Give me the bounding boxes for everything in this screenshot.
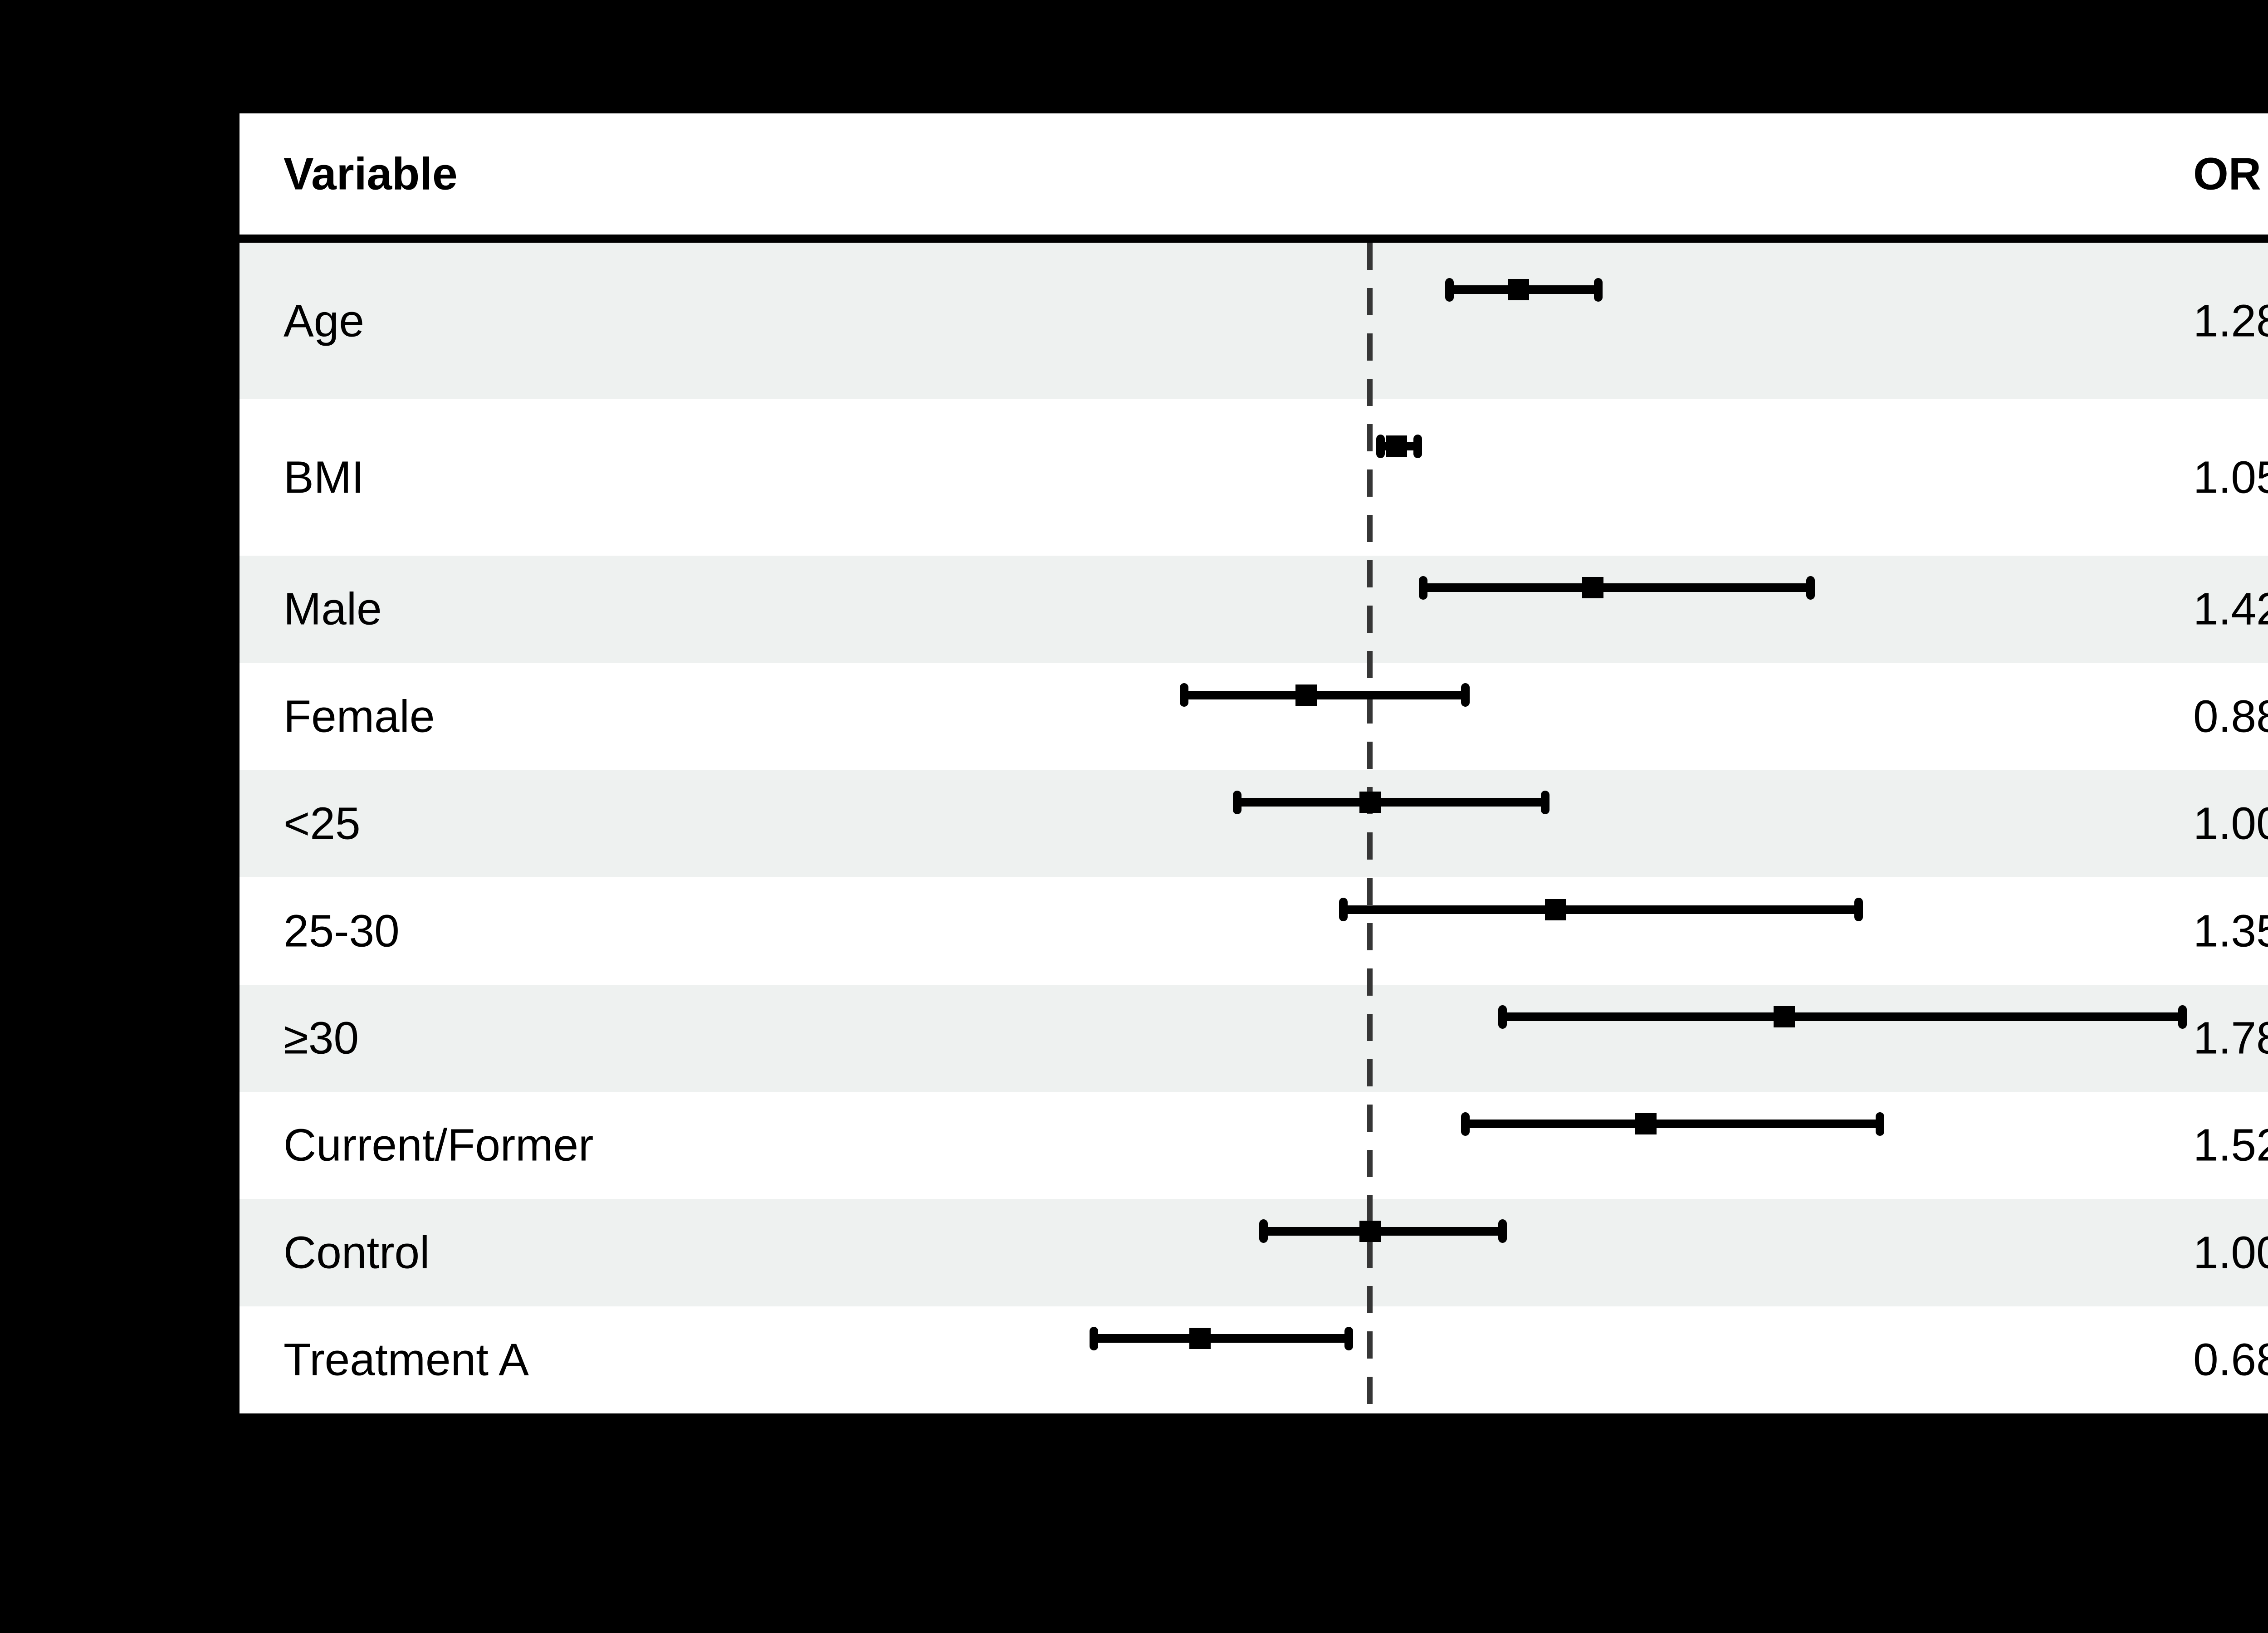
row-or-ci-value: 1.52 (1.18-1.96) xyxy=(2193,1120,2268,1171)
point-estimate-marker xyxy=(1189,1328,1211,1349)
table-row: <25 1.00 (0.75-1.33) 1.000 320 xyxy=(240,770,2268,877)
ci-lower-cap xyxy=(1232,790,1242,814)
table-body: Age 1.28 (1.15-1.43) 0.001 850 BMI 1.05 … xyxy=(240,243,2268,1413)
ci-upper-cap xyxy=(1875,1112,1884,1136)
row-label: Control xyxy=(284,1227,430,1278)
point-estimate-marker xyxy=(1386,435,1408,457)
confidence-interval-whisker xyxy=(1343,905,1859,914)
header-divider-line xyxy=(240,235,2268,243)
row-or-ci-value: 1.78 (1.25-2.53) xyxy=(2193,1012,2268,1064)
ci-lower-cap xyxy=(1339,898,1348,922)
table-row: BMI 1.05 (1.02-1.09) 0.003 850 xyxy=(240,399,2268,556)
row-label: Current/Former xyxy=(284,1120,594,1171)
confidence-interval-whisker xyxy=(1502,1012,2183,1022)
row-label: <25 xyxy=(284,798,361,849)
confidence-interval-whisker xyxy=(1094,1334,1349,1343)
table-row: Female 0.88 (0.65-1.18) 0.380 425 xyxy=(240,663,2268,770)
point-estimate-marker xyxy=(1359,792,1381,813)
table-row: Treatment A 0.68 (0.48-0.96) 0.028 285 xyxy=(240,1306,2268,1413)
ci-lower-cap xyxy=(1461,1112,1470,1136)
confidence-interval-whisker xyxy=(1184,690,1466,699)
ci-upper-cap xyxy=(2178,1005,2187,1029)
point-estimate-marker xyxy=(1359,1220,1381,1242)
table-row: 25-30 1.35 (0.95-1.92) 0.095 310 xyxy=(240,877,2268,985)
ci-lower-cap xyxy=(1179,683,1188,707)
row-or-ci-value: 1.00 (0.75-1.33) xyxy=(2193,798,2268,849)
ci-upper-cap xyxy=(1344,1326,1353,1350)
ci-lower-cap xyxy=(1498,1005,1507,1029)
row-or-ci-value: 1.35 (0.95-1.92) xyxy=(2193,905,2268,956)
point-estimate-marker xyxy=(1295,684,1317,706)
table-row: Age 1.28 (1.15-1.43) 0.001 850 xyxy=(240,243,2268,399)
reference-line-or-1 xyxy=(1367,243,1373,1413)
table-header-row: Variable OR (95% CI) P N xyxy=(240,113,2268,235)
ci-lower-cap xyxy=(1089,1326,1098,1350)
ci-upper-cap xyxy=(1498,1219,1507,1243)
row-label: BMI xyxy=(284,452,364,503)
row-label: Male xyxy=(284,583,382,635)
ci-upper-cap xyxy=(1594,278,1603,302)
ci-upper-cap xyxy=(1413,434,1422,458)
point-estimate-marker xyxy=(1773,1006,1795,1028)
ci-upper-cap xyxy=(1806,576,1815,600)
row-or-ci-value: 1.05 (1.02-1.09) xyxy=(2193,452,2268,503)
header-or-ci: OR (95% CI) xyxy=(2193,148,2268,199)
row-or-ci-value: 1.00 (0.80-1.25) xyxy=(2193,1227,2268,1278)
row-label: Treatment A xyxy=(284,1334,529,1385)
table-row: Current/Former 1.52 (1.18-1.96) 0.001 38… xyxy=(240,1092,2268,1199)
forest-plot-panel: Variable OR (95% CI) P N Age 1.28 (1.15-… xyxy=(240,113,2268,1413)
table-row: Male 1.42 (1.10-1.83) 0.007 425 xyxy=(240,556,2268,663)
point-estimate-marker xyxy=(1508,279,1530,300)
confidence-interval-whisker xyxy=(1423,583,1811,592)
point-estimate-marker xyxy=(1582,577,1604,599)
confidence-interval-whisker xyxy=(1465,1120,1880,1129)
table-row: ≥30 1.78 (1.25-2.53) 0.002 220 xyxy=(240,985,2268,1092)
table-row: Control 1.00 (0.80-1.25) 1.000 280 xyxy=(240,1199,2268,1306)
ci-lower-cap xyxy=(1445,278,1454,302)
row-label: 25-30 xyxy=(284,905,400,956)
point-estimate-marker xyxy=(1635,1113,1657,1135)
row-or-ci-value: 0.88 (0.65-1.18) xyxy=(2193,691,2268,742)
ci-upper-cap xyxy=(1854,898,1863,922)
confidence-interval-whisker xyxy=(1263,1227,1503,1236)
header-variable: Variable xyxy=(284,148,458,199)
ci-lower-cap xyxy=(1259,1219,1268,1243)
ci-lower-cap xyxy=(1418,576,1427,600)
point-estimate-marker xyxy=(1545,899,1567,920)
ci-upper-cap xyxy=(1461,683,1470,707)
row-label: ≥30 xyxy=(284,1012,359,1064)
confidence-interval-whisker xyxy=(1237,798,1545,807)
row-or-ci-value: 0.68 (0.48-0.96) xyxy=(2193,1334,2268,1385)
ci-upper-cap xyxy=(1540,790,1549,814)
row-label: Age xyxy=(284,295,364,346)
row-or-ci-value: 1.28 (1.15-1.43) xyxy=(2193,295,2268,346)
row-or-ci-value: 1.42 (1.10-1.83) xyxy=(2193,583,2268,635)
ci-lower-cap xyxy=(1376,434,1385,458)
row-label: Female xyxy=(284,691,435,742)
